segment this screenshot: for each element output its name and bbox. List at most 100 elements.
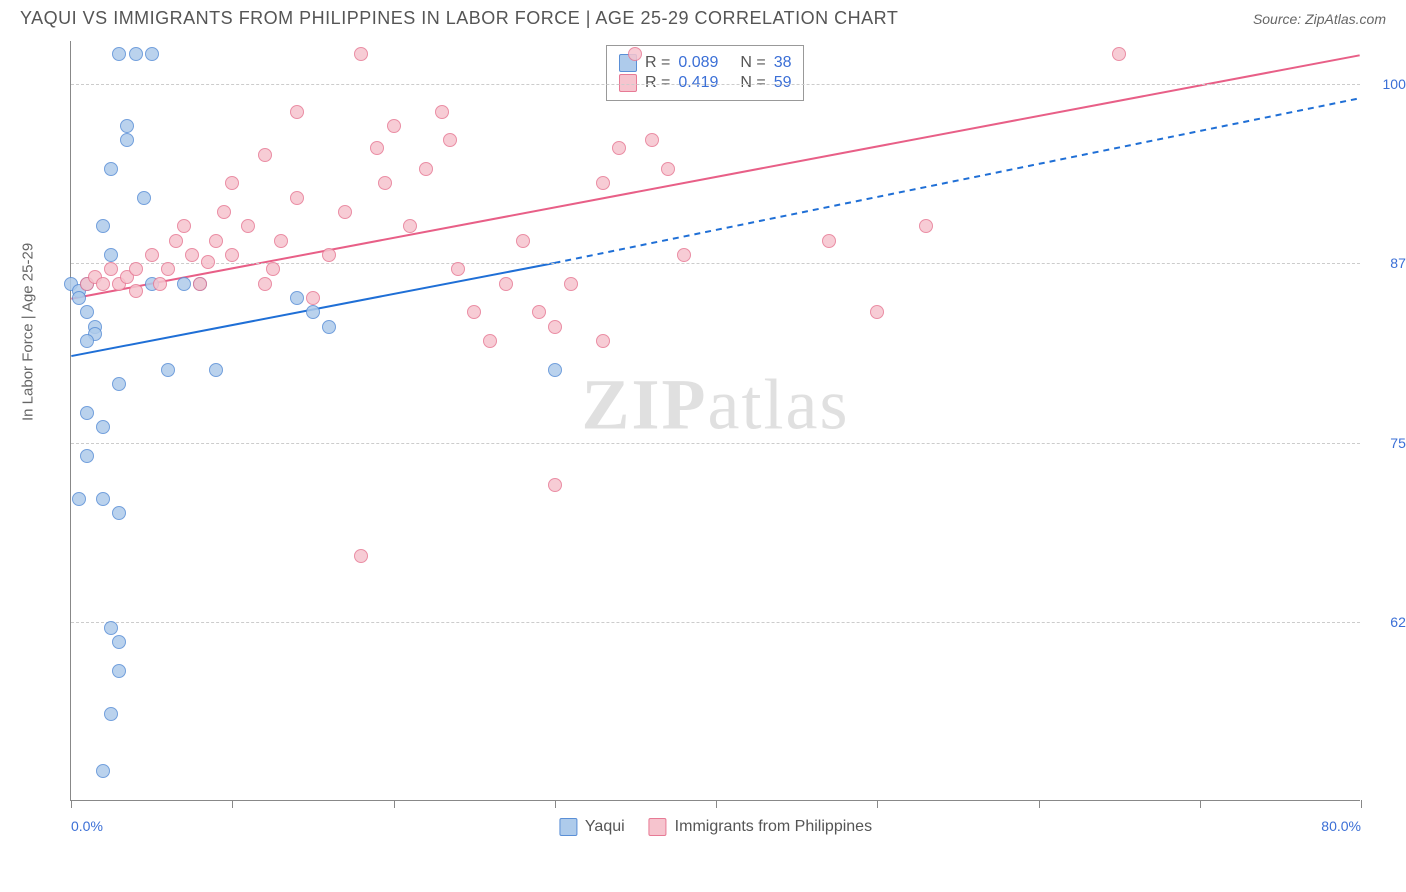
y-tick-label: 75.0% <box>1390 435 1406 451</box>
data-point <box>104 248 118 262</box>
legend-item: Yaqui <box>559 818 625 836</box>
data-point <box>153 277 167 291</box>
y-tick-label: 62.5% <box>1390 614 1406 630</box>
data-point <box>443 133 457 147</box>
data-point <box>209 363 223 377</box>
series-swatch <box>619 74 637 92</box>
data-point <box>1112 47 1126 61</box>
data-point <box>532 305 546 319</box>
data-point <box>225 176 239 190</box>
data-point <box>96 764 110 778</box>
stat-r-value: 0.419 <box>678 74 732 92</box>
data-point <box>628 47 642 61</box>
data-point <box>96 492 110 506</box>
data-point <box>201 255 215 269</box>
stat-r-label: R = <box>645 74 670 92</box>
data-point <box>645 133 659 147</box>
data-point <box>80 334 94 348</box>
data-point <box>290 191 304 205</box>
data-point <box>104 707 118 721</box>
data-point <box>467 305 481 319</box>
data-point <box>129 262 143 276</box>
data-point <box>451 262 465 276</box>
data-point <box>596 334 610 348</box>
stat-n-label: N = <box>740 74 765 92</box>
data-point <box>378 176 392 190</box>
data-point <box>564 277 578 291</box>
series-legend: Yaqui Immigrants from Philippines <box>559 818 872 836</box>
data-point <box>870 305 884 319</box>
data-point <box>548 320 562 334</box>
data-point <box>306 291 320 305</box>
data-point <box>258 148 272 162</box>
data-point <box>306 305 320 319</box>
y-tick-label: 100.0% <box>1383 76 1406 92</box>
scatter-plot-area: ZIPatlas R =0.089N =38R =0.419N =59 Yaqu… <box>70 41 1360 801</box>
data-point <box>96 219 110 233</box>
data-point <box>822 234 836 248</box>
data-point <box>354 549 368 563</box>
data-point <box>112 377 126 391</box>
x-tick <box>232 800 233 808</box>
data-point <box>112 506 126 520</box>
x-tick <box>716 800 717 808</box>
gridline-h <box>71 263 1360 264</box>
data-point <box>80 305 94 319</box>
legend-label: Yaqui <box>585 818 625 836</box>
legend-swatch <box>649 818 667 836</box>
x-tick <box>1039 800 1040 808</box>
data-point <box>403 219 417 233</box>
x-tick-label: 80.0% <box>1321 818 1361 834</box>
data-point <box>290 291 304 305</box>
data-point <box>104 162 118 176</box>
legend-label: Immigrants from Philippines <box>675 818 872 836</box>
data-point <box>435 105 449 119</box>
data-point <box>145 47 159 61</box>
data-point <box>483 334 497 348</box>
data-point <box>80 406 94 420</box>
data-point <box>322 248 336 262</box>
watermark: ZIPatlas <box>582 364 850 447</box>
data-point <box>161 363 175 377</box>
data-point <box>137 191 151 205</box>
x-tick <box>394 800 395 808</box>
data-point <box>177 219 191 233</box>
data-point <box>185 248 199 262</box>
data-point <box>193 277 207 291</box>
x-tick <box>1200 800 1201 808</box>
data-point <box>370 141 384 155</box>
data-point <box>612 141 626 155</box>
data-point <box>499 277 513 291</box>
data-point <box>548 478 562 492</box>
data-point <box>209 234 223 248</box>
data-point <box>274 234 288 248</box>
stat-r-label: R = <box>645 54 670 72</box>
stats-row: R =0.089N =38 <box>619 54 791 72</box>
y-axis-label: In Labor Force | Age 25-29 <box>20 243 37 421</box>
data-point <box>290 105 304 119</box>
data-point <box>266 262 280 276</box>
data-point <box>112 664 126 678</box>
y-tick-label: 87.5% <box>1390 255 1406 271</box>
x-tick <box>1361 800 1362 808</box>
data-point <box>80 449 94 463</box>
gridline-h <box>71 622 1360 623</box>
data-point <box>225 248 239 262</box>
x-tick <box>877 800 878 808</box>
data-point <box>112 635 126 649</box>
chart-title: YAQUI VS IMMIGRANTS FROM PHILIPPINES IN … <box>20 8 898 29</box>
stats-row: R =0.419N =59 <box>619 74 791 92</box>
data-point <box>338 205 352 219</box>
x-tick <box>555 800 556 808</box>
stat-n-value: 38 <box>774 54 792 72</box>
legend-item: Immigrants from Philippines <box>649 818 872 836</box>
data-point <box>387 119 401 133</box>
data-point <box>596 176 610 190</box>
data-point <box>516 234 530 248</box>
data-point <box>96 420 110 434</box>
data-point <box>419 162 433 176</box>
data-point <box>112 47 126 61</box>
data-point <box>129 284 143 298</box>
x-tick <box>71 800 72 808</box>
data-point <box>677 248 691 262</box>
